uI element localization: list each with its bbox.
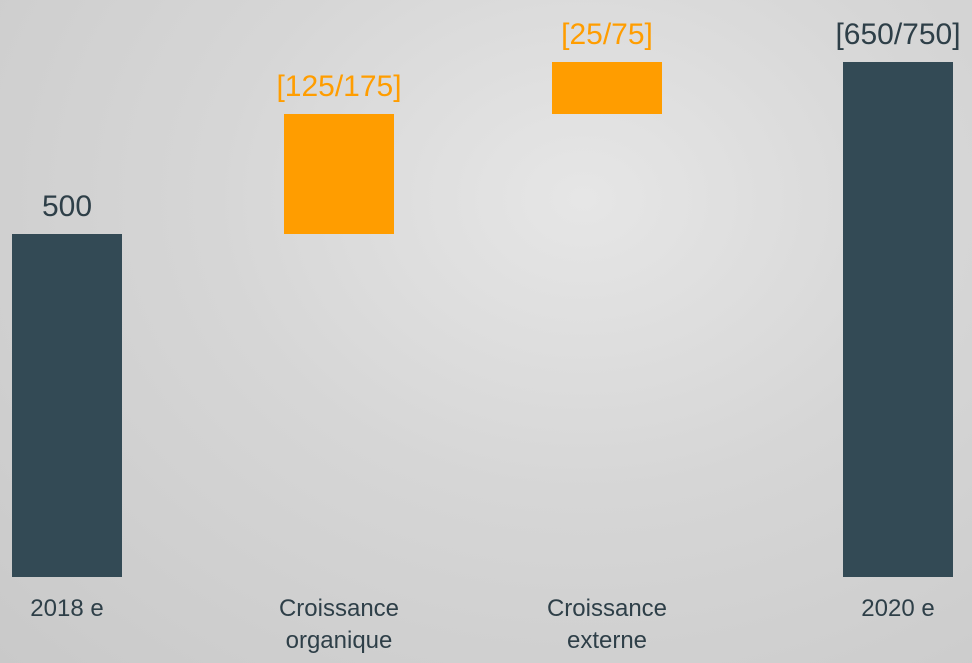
category-label: 2020 e: [823, 593, 972, 625]
chart: 500 2018 e [125/175] Croissance organique [2…: [0, 0, 972, 663]
bar: [552, 62, 662, 114]
bar: [284, 114, 394, 234]
value-label: [25/75]: [497, 18, 717, 52]
value-label: [650/750]: [788, 18, 972, 52]
category-label: Croissance organique: [264, 593, 414, 657]
category-label: Croissance externe: [532, 593, 682, 657]
category-label: 2018 e: [0, 593, 142, 625]
bar: [843, 62, 953, 577]
bar: [12, 234, 122, 577]
page: 500 2018 e [125/175] Croissance organique [2…: [0, 0, 972, 663]
value-label: 500: [0, 190, 177, 224]
value-label: [125/175]: [229, 70, 449, 104]
